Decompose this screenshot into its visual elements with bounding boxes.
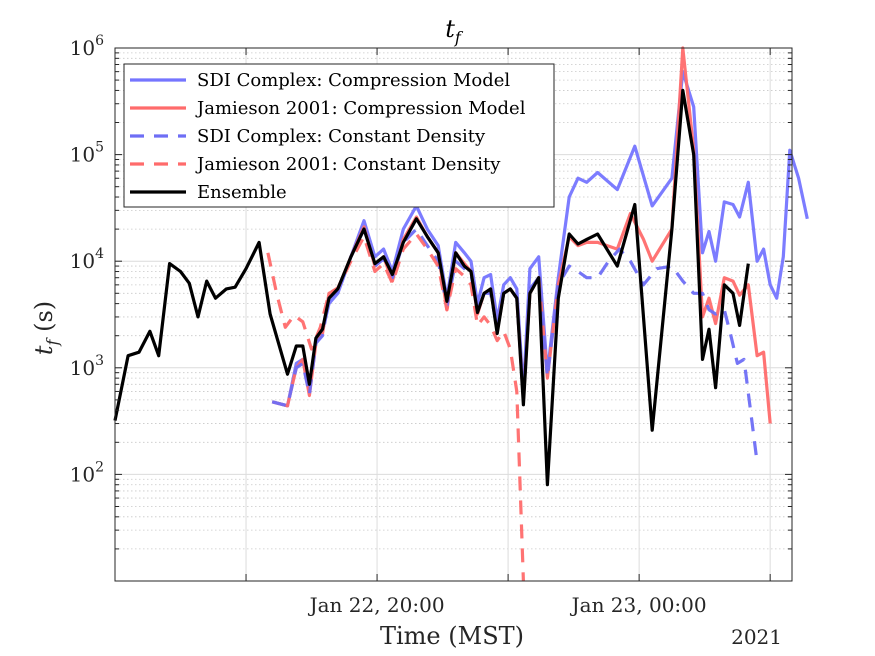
- x-axis-label: Time (MST): [380, 622, 524, 650]
- axis-ticks: [115, 47, 792, 581]
- chart-title: tf: [445, 15, 464, 47]
- y-tick-label: 103: [70, 353, 104, 380]
- legend-label: Jamieson 2001: Constant Density: [195, 154, 501, 175]
- x-axis-year-label: 2021: [731, 625, 782, 649]
- legend-label: Ensemble: [197, 182, 287, 203]
- legend-box: [123, 63, 555, 208]
- axes-box: [114, 47, 793, 582]
- y-tick-label: 106: [70, 33, 104, 60]
- series-layer: [113, 46, 809, 582]
- tick-labels: 102 103 104 105 106 Jan 22, 20:00 Jan 23, 00:0…: [70, 33, 707, 617]
- legend-label: SDI Complex: Constant Density: [197, 126, 486, 147]
- series-line-jamieson-2001-constant-density: [266, 232, 525, 582]
- y-axis-label: tf (s): [30, 301, 62, 355]
- legend-label: Jamieson 2001: Compression Model: [195, 98, 526, 119]
- series-line-ensemble: [113, 88, 750, 487]
- y-tick-label: 104: [70, 246, 104, 273]
- legend-label: SDI Complex: Compression Model: [197, 70, 510, 91]
- y-tick-label: 105: [70, 140, 104, 167]
- x-tick-label: Jan 23, 00:00: [570, 593, 707, 617]
- y-tick-label: 102: [70, 459, 104, 486]
- x-tick-label: Jan 22, 20:00: [308, 593, 445, 617]
- legend: SDI Complex: Compression Model Jamieson 2…: [123, 63, 555, 208]
